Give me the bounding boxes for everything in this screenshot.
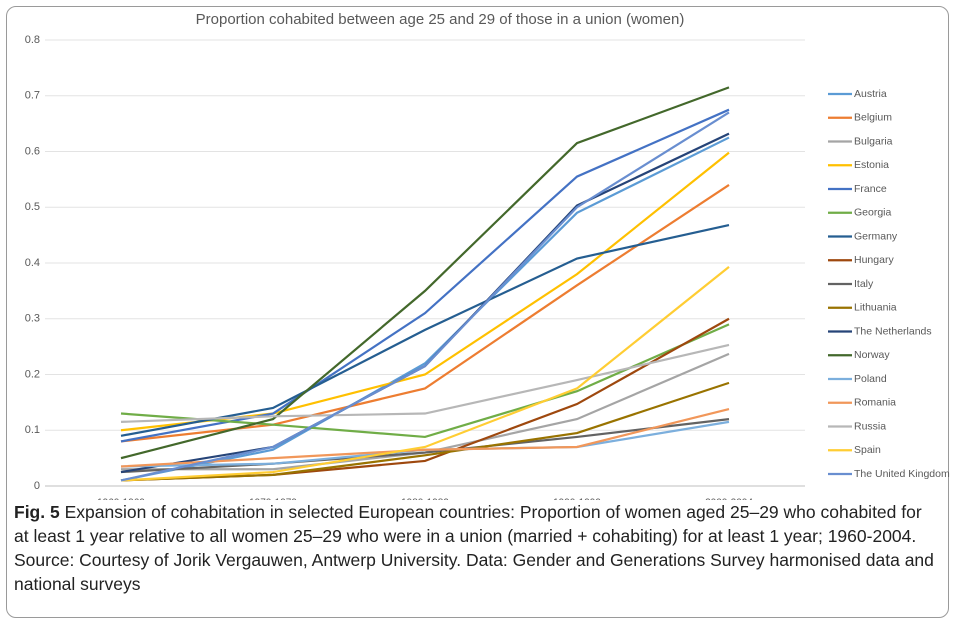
y-tick-label: 0.4 <box>25 257 40 269</box>
legend-label: Austria <box>854 88 887 100</box>
y-tick-label: 0.3 <box>25 313 40 325</box>
series-line <box>120 418 730 474</box>
legend-label: Norway <box>854 349 890 361</box>
series-line <box>120 343 730 423</box>
x-tick-label: 2000-2004 <box>705 498 753 500</box>
legend-label: Belgium <box>854 112 892 124</box>
legend-label: Poland <box>854 373 887 385</box>
series-line <box>120 184 730 443</box>
y-tick-label: 0.8 <box>25 34 40 46</box>
series-line <box>120 111 730 482</box>
chart-title: Proportion cohabited between age 25 and … <box>196 11 685 28</box>
legend-label: France <box>854 183 887 195</box>
legend-label: Spain <box>854 444 881 456</box>
y-tick-label: 0.5 <box>25 201 40 213</box>
legend-label: Estonia <box>854 159 889 171</box>
series-line <box>120 266 730 482</box>
y-tick-label: 0.2 <box>25 368 40 380</box>
y-tick-label: 0.6 <box>25 145 40 157</box>
y-tick-label: 0.1 <box>25 424 40 436</box>
chart: Proportion cohabited between age 25 and … <box>25 11 950 500</box>
legend-label: Russia <box>854 420 886 432</box>
caption-text: Expansion of cohabitation in selected Eu… <box>14 502 934 594</box>
legend-label: Bulgaria <box>854 135 893 147</box>
y-tick-label: 0 <box>34 480 40 492</box>
legend-label: Hungary <box>854 254 894 266</box>
y-tick-label: 0.7 <box>25 90 40 102</box>
series-line <box>120 108 730 443</box>
figure-frame <box>6 6 949 618</box>
series-line <box>120 407 730 468</box>
legend-label: Romania <box>854 397 896 409</box>
legend-label: The United Kingdom <box>854 468 950 480</box>
x-tick-label: 1960-1969 <box>97 498 145 500</box>
legend-label: Germany <box>854 230 898 242</box>
caption-label: Fig. 5 <box>14 502 60 522</box>
caption: Fig. 5 Expansion of cohabitation in sele… <box>14 500 939 596</box>
legend-label: The Netherlands <box>854 325 932 337</box>
series-line <box>120 86 730 460</box>
legend-label: Georgia <box>854 207 892 219</box>
legend-label: Lithuania <box>854 302 897 314</box>
series-line <box>120 381 730 482</box>
legend-label: Italy <box>854 278 874 290</box>
x-tick-label: 1970-1979 <box>249 498 297 500</box>
x-tick-label: 1980-1989 <box>401 498 449 500</box>
x-tick-label: 1990-1999 <box>553 498 601 500</box>
series-line <box>120 224 730 437</box>
